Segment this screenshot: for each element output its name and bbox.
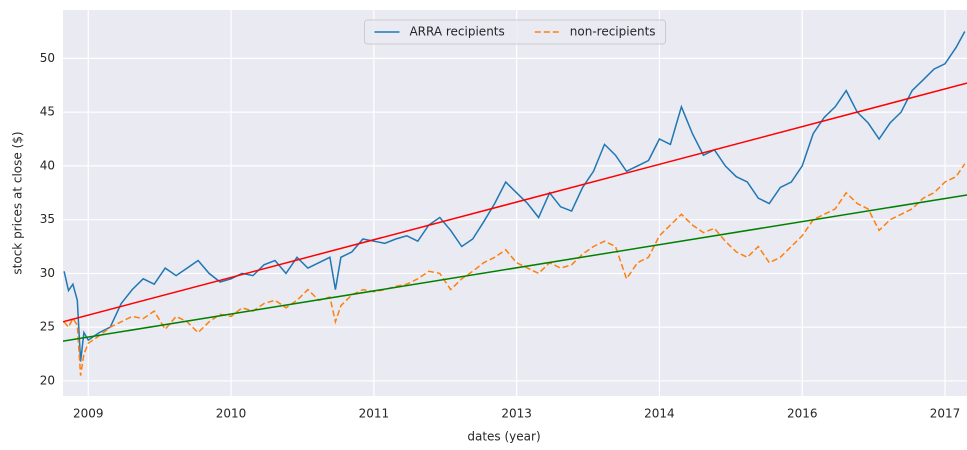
y-tick-label: 25 [40,320,55,334]
y-tick-label: 30 [40,266,55,280]
legend-label: non-recipients [570,25,656,39]
x-tick-label: 2017 [930,407,961,421]
series-line [63,163,966,376]
x-tick-label: 2011 [359,407,390,421]
x-tick-label: 2014 [644,407,675,421]
y-tick-label: 40 [40,158,55,172]
y-tick-label: 50 [40,51,55,65]
legend-box [363,19,667,45]
trend-line [63,194,967,342]
x-tick-label: 2009 [73,407,104,421]
trend-line [63,82,967,323]
x-axis-label: dates (year) [467,430,540,444]
legend-label: ARRA recipients [409,25,504,39]
x-tick-label: 2010 [216,407,247,421]
y-axis-label: stock prices at close ($) [11,131,25,274]
y-tick-label: 35 [40,212,55,226]
x-tick-label: 2016 [787,407,818,421]
x-tick-label: 2013 [501,407,532,421]
series-line [63,31,966,362]
legend: ARRA recipients non-recipients [363,19,667,45]
y-tick-label: 20 [40,373,55,387]
y-tick-label: 45 [40,105,55,119]
